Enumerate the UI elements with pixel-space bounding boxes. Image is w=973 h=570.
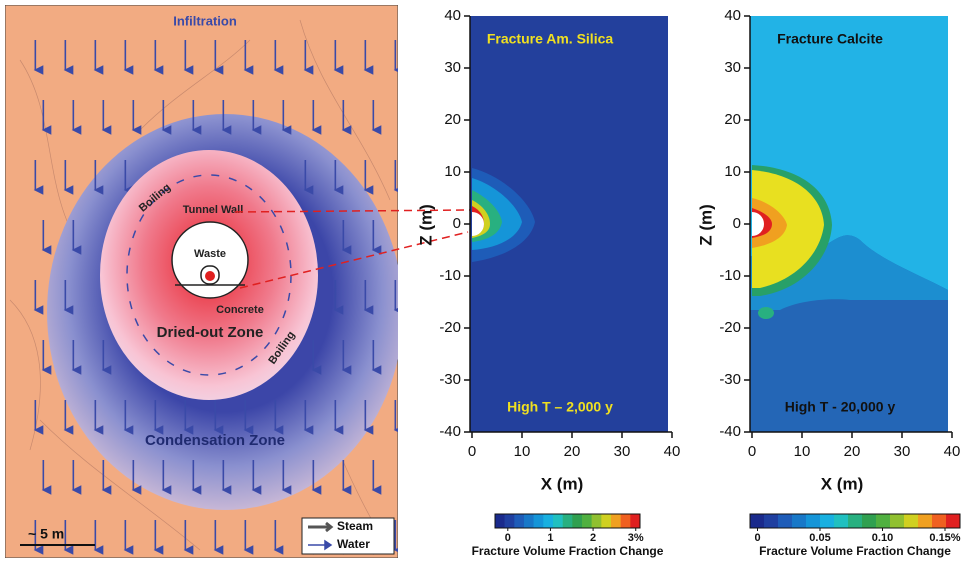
colorbar-tick-label: 0.10 [872, 532, 893, 544]
y-axis-label: Z (m) [416, 204, 435, 246]
tunnel [172, 222, 248, 298]
x-tick-label: 40 [664, 443, 681, 460]
label: Tunnel Wall [183, 204, 244, 216]
label: Infiltration [173, 13, 237, 28]
colorbar-cell [750, 514, 764, 528]
colorbar-cell [932, 514, 946, 528]
colorbar-cell [621, 514, 631, 528]
y-axis-label: Z (m) [696, 204, 715, 246]
colorbar-tick-label: 0.05 [809, 532, 830, 544]
colorbar-cell [611, 514, 621, 528]
colorbar-label: Fracture Volume Fraction Change [472, 544, 664, 558]
colorbar-cell [946, 514, 960, 528]
waste-core [205, 271, 215, 281]
y-tick-label: 0 [453, 215, 461, 232]
colorbar-cell [630, 514, 640, 528]
label: Dried-out Zone [157, 324, 264, 341]
y-tick-label: -20 [439, 319, 461, 336]
y-tick-label: -20 [719, 319, 741, 336]
colorbar-cell [553, 514, 563, 528]
colorbar-tick-label: 3% [628, 532, 644, 544]
colorbar-cell [563, 514, 573, 528]
colorbar-cell [514, 514, 524, 528]
colorbar-cell [601, 514, 611, 528]
x-tick-label: 10 [794, 443, 811, 460]
x-tick-label: 20 [564, 443, 581, 460]
colorbar-cell [918, 514, 932, 528]
x-tick-label: 0 [468, 443, 476, 460]
colorbar-cell [876, 514, 890, 528]
colorbar-cell [792, 514, 806, 528]
colorbar-tick-label: 1 [547, 532, 553, 544]
colorbar-cell [778, 514, 792, 528]
y-tick-label: 40 [724, 7, 741, 24]
colorbar-label: Fracture Volume Fraction Change [759, 544, 951, 558]
label: Waste [194, 248, 226, 260]
colorbar-cell [534, 514, 544, 528]
contour-field [750, 16, 948, 432]
x-tick-label: 20 [844, 443, 861, 460]
x-axis-label: X (m) [541, 474, 584, 493]
x-tick-label: 30 [894, 443, 911, 460]
colorbar-cell [572, 514, 582, 528]
y-tick-label: 10 [724, 163, 741, 180]
colorbar-cell [543, 514, 553, 528]
legend-label: Water [337, 537, 370, 551]
colorbar-cell [495, 514, 505, 528]
y-tick-label: -10 [719, 267, 741, 284]
colorbar-tick-label: 0.15% [929, 532, 960, 544]
figure: Infiltration Boiling Boiling Tunnel Wall… [0, 0, 973, 565]
x-tick-label: 40 [944, 443, 961, 460]
x-tick-label: 0 [748, 443, 756, 460]
colorbar-cell [904, 514, 918, 528]
colorbar-cell [505, 514, 515, 528]
label: ~ 5 m [28, 526, 64, 542]
legend-label: Steam [337, 519, 373, 533]
colorbar-tick-label: 0 [754, 532, 760, 544]
colorbar-cell [848, 514, 862, 528]
y-tick-label: -30 [439, 371, 461, 388]
colorbar-cell [592, 514, 602, 528]
label: Concrete [216, 304, 264, 316]
y-tick-label: 10 [444, 163, 461, 180]
plot-title: Fracture Am. Silica [487, 31, 614, 47]
y-tick-label: 20 [444, 111, 461, 128]
colorbar-cell [524, 514, 534, 528]
contour-field [470, 16, 668, 432]
x-axis-label: X (m) [821, 474, 864, 493]
colorbar-tick-label: 2 [590, 532, 596, 544]
x-tick-label: 10 [514, 443, 531, 460]
annotation: High T – 2,000 y [507, 399, 613, 415]
colorbar-cell [834, 514, 848, 528]
x-tick-label: 30 [614, 443, 631, 460]
y-tick-label: -10 [439, 267, 461, 284]
y-tick-label: 0 [733, 215, 741, 232]
y-tick-label: -40 [719, 423, 741, 440]
y-tick-label: -40 [439, 423, 461, 440]
plot-title: Fracture Calcite [777, 31, 883, 47]
y-tick-label: 20 [724, 111, 741, 128]
label: Condensation Zone [145, 432, 285, 449]
y-tick-label: -30 [719, 371, 741, 388]
y-tick-label: 40 [444, 7, 461, 24]
colorbar-cell [764, 514, 778, 528]
y-tick-label: 30 [444, 59, 461, 76]
colorbar-cell [862, 514, 876, 528]
colorbar-tick-label: 0 [505, 532, 511, 544]
colorbar-cell [890, 514, 904, 528]
y-tick-label: 30 [724, 59, 741, 76]
diagram: Infiltration Boiling Boiling Tunnel Wall… [5, 5, 403, 558]
colorbar-cell [582, 514, 592, 528]
colorbar-cell [820, 514, 834, 528]
annotation: High T - 20,000 y [785, 399, 896, 415]
colorbar-cell [806, 514, 820, 528]
